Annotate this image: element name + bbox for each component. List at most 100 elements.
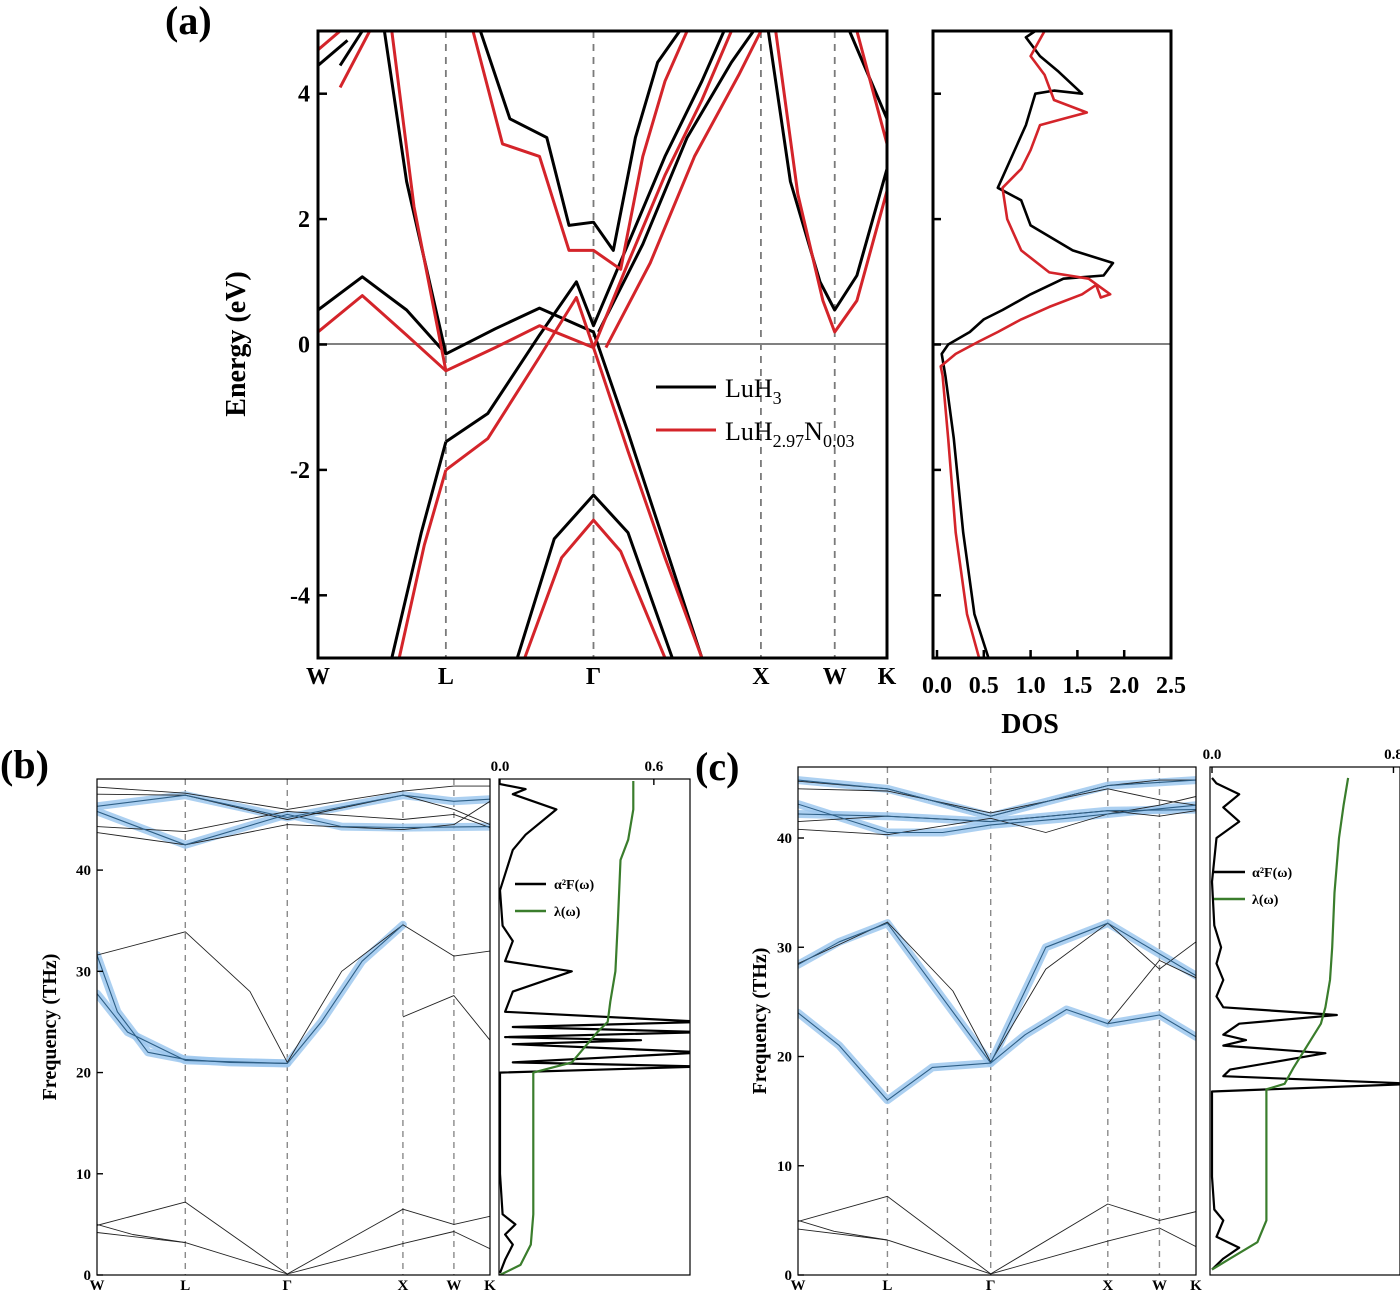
band-line-1-1 xyxy=(445,31,733,472)
kpoint-label-1: L xyxy=(438,664,454,690)
c-band-3 xyxy=(798,921,1196,1063)
c-band-2 xyxy=(798,1219,888,1241)
c-ytick-label-1: 10 xyxy=(777,1159,792,1175)
band-legend: LuH3 LuH2.97N0.03 xyxy=(656,374,854,451)
band-series-0 xyxy=(318,31,887,658)
band-line-1-3 xyxy=(397,469,448,658)
b-weighted-band-1 xyxy=(97,993,288,1064)
band-line-1-0 xyxy=(318,294,704,658)
kpoint-label-5: K xyxy=(1190,1278,1202,1294)
b-weighted-band-2 xyxy=(97,794,490,819)
kpoint-label-0: W xyxy=(791,1278,806,1294)
band-line-0-2 xyxy=(515,493,674,658)
band-line-1-4 xyxy=(338,31,372,89)
c-legend-lambda: λ(ω) xyxy=(1252,893,1279,908)
b-ytick-label-2: 20 xyxy=(76,1066,91,1082)
c-y-ticks: 0 10 20 30 40 xyxy=(777,831,804,1284)
energy-tick-label-3: 2 xyxy=(298,207,310,233)
dos-line-1 xyxy=(939,31,1112,658)
b-weighted-band-3 xyxy=(97,810,490,846)
dos-xtick-label-0: 0.0 xyxy=(922,673,952,699)
kpoint-label-4: W xyxy=(446,1278,461,1294)
panel-label-a: (a) xyxy=(165,0,212,43)
b-band-2 xyxy=(97,1223,186,1244)
kpoint-label-3: X xyxy=(397,1278,408,1294)
c-inset-tick-label-1: 0.8 xyxy=(1384,747,1400,763)
c-ytick-label-0: 0 xyxy=(785,1268,793,1284)
dos-xtick-label-2: 1.0 xyxy=(1016,673,1046,699)
kpoint-label-4: W xyxy=(823,664,847,690)
band-line-0-8 xyxy=(597,31,755,333)
c-plot-frame xyxy=(797,766,1197,1276)
b-alpha2f-line xyxy=(499,783,690,1274)
b-inset-top-ticks: 0.0 0.6 xyxy=(491,759,664,785)
legend-luh297n003-sub: 2.97 xyxy=(773,431,805,451)
c-inset-top-ticks: 0.0 0.8 xyxy=(1203,747,1400,773)
band-line-0-4 xyxy=(338,31,364,67)
b-band-1 xyxy=(97,1231,490,1275)
band-line-0-9 xyxy=(766,31,887,312)
c-weighted-band-1 xyxy=(798,922,1196,1064)
c-weighted-band-2 xyxy=(798,779,1196,817)
c-weighted-band-0 xyxy=(798,1008,1196,1101)
c-lambda-line xyxy=(1211,777,1350,1271)
dos-xtick-label-3: 1.5 xyxy=(1062,673,1092,699)
kpoint-label-2: Γ xyxy=(986,1278,996,1294)
band-line-0-0 xyxy=(318,275,704,658)
c-weight-halo-1 xyxy=(798,919,1196,1068)
legend-label-luh297n003: LuH2.97N0.03 xyxy=(725,417,854,451)
b-ytick-label-1: 10 xyxy=(76,1167,91,1183)
c-ytick-label-2: 20 xyxy=(777,1050,792,1066)
b-ytick-label-0: 0 xyxy=(84,1268,92,1284)
kpoint-label-3: X xyxy=(752,664,770,690)
b-weight-halo-1 xyxy=(97,989,292,1068)
c-frequency-axis-label: Frequency (THz) xyxy=(749,948,771,1095)
energy-axis-label: Energy (eV) xyxy=(221,271,252,416)
b-frequency-axis-label: Frequency (THz) xyxy=(39,954,61,1101)
b-inset-tick-label-1: 0.6 xyxy=(644,759,663,775)
kpoint-label-5: K xyxy=(878,664,897,690)
b-band-5 xyxy=(97,793,490,826)
b-inset-frame xyxy=(498,778,691,1276)
c-band-8 xyxy=(798,796,1196,836)
band-line-1-8 xyxy=(604,31,763,349)
b-inset-legend: α²F(ω) λ(ω) xyxy=(515,878,594,920)
kpoint-label-2: Γ xyxy=(283,1278,293,1294)
c-phonon-bands xyxy=(798,776,1196,1275)
energy-tick-label-2: 0 xyxy=(298,333,310,359)
dos-series xyxy=(939,31,1115,658)
b-inset-series xyxy=(499,781,690,1275)
c-inset-series xyxy=(1210,777,1400,1271)
c-weighted-band-4 xyxy=(798,809,1196,823)
band-line-1-10 xyxy=(855,31,887,145)
energy-y-ticks: -4 -2 0 2 4 xyxy=(290,82,327,609)
dos-axis-label: DOS xyxy=(1001,709,1059,740)
band-series-1 xyxy=(318,31,887,658)
b-inset-tick-label-0: 0.0 xyxy=(491,759,510,775)
b-band-6 xyxy=(97,785,490,810)
kpoint-label-4: W xyxy=(1152,1278,1167,1294)
energy-tick-label-0: -4 xyxy=(290,583,310,609)
c-band-4 xyxy=(1107,959,1196,1024)
b-band-8 xyxy=(97,800,490,846)
b-phonon-bands xyxy=(97,785,490,1275)
b-plot-frame xyxy=(96,778,491,1276)
panel-label-c: (c) xyxy=(695,744,739,789)
energy-tick-label-4: 4 xyxy=(298,82,310,108)
band-line-1-6 xyxy=(390,31,448,372)
kpoint-label-5: K xyxy=(484,1278,496,1294)
c-inset-frame xyxy=(1209,766,1400,1276)
c-inset-tick-label-0: 0.0 xyxy=(1203,747,1222,763)
c-ytick-label-3: 30 xyxy=(777,940,792,956)
panel-label-b: (b) xyxy=(0,742,49,787)
b-band-4 xyxy=(402,995,490,1041)
band-line-1-5 xyxy=(318,31,342,51)
band-series xyxy=(318,31,887,658)
band-line-0-3 xyxy=(390,441,448,658)
dos-y-ticks xyxy=(933,92,941,597)
